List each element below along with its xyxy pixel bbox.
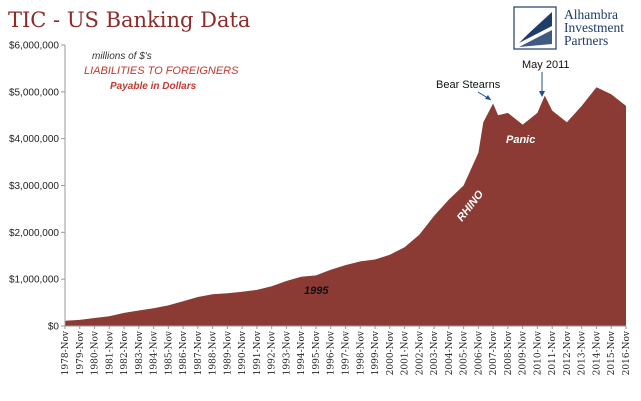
- x-tick-label: 2000-Nov: [386, 330, 396, 375]
- x-tick-label: 1990-Nov: [238, 330, 248, 375]
- x-tick-label: 1991-Nov: [253, 330, 263, 375]
- x-tick-label: 1986-Nov: [179, 330, 189, 375]
- x-tick-label: 2011-Nov: [548, 330, 558, 375]
- x-tick-label: 1980-Nov: [91, 330, 101, 375]
- x-axis: 1978-Nov 1979-Nov 1980-Nov 1981-Nov 1982-Nov…: [61, 326, 632, 375]
- x-tick-label: 1997-Nov: [342, 330, 352, 375]
- x-tick-label: 1996-Nov: [327, 330, 337, 375]
- x-tick-label: 1984-Nov: [150, 330, 160, 375]
- x-tick-label: 1993-Nov: [282, 330, 292, 375]
- x-tick-label: 1989-Nov: [223, 330, 233, 375]
- x-tick-label: 1982-Nov: [120, 330, 130, 375]
- x-tick-label: 2009-Nov: [519, 330, 529, 375]
- panic-label: Panic: [506, 134, 535, 146]
- x-tick-label: 1999-Nov: [371, 330, 381, 375]
- y-axis: $0 $1,000,000 $2,000,000 $3,000,000 $4,000,0…: [9, 41, 65, 333]
- units-note: millions of $'s: [92, 51, 152, 62]
- x-tick-label: 1985-Nov: [164, 330, 174, 375]
- x-tick-label: 1983-Nov: [135, 330, 145, 375]
- chart-title: TIC - US Banking Data: [8, 8, 251, 32]
- x-tick-label: 2005-Nov: [460, 330, 470, 375]
- x-tick-label: 2015-Nov: [607, 330, 617, 375]
- y-tick-label: $5,000,000: [9, 87, 59, 98]
- may-2011-label: May 2011: [522, 59, 570, 71]
- logo-line-3: Partners: [564, 33, 609, 48]
- x-tick-label: 1992-Nov: [268, 330, 278, 375]
- y-tick-label: $0: [48, 322, 60, 333]
- liabilities-heading: LIABILITIES TO FOREIGNERS: [84, 65, 239, 77]
- x-tick-label: 1988-Nov: [209, 330, 219, 375]
- x-tick-label: 2008-Nov: [504, 330, 514, 375]
- year-1995-label: 1995: [304, 285, 329, 297]
- x-tick-label: 1987-Nov: [194, 330, 204, 375]
- y-tick-label: $1,000,000: [9, 275, 59, 286]
- bear-stearns-arrowhead: [485, 95, 491, 100]
- x-tick-label: 2010-Nov: [533, 330, 543, 375]
- x-tick-label: 2002-Nov: [415, 330, 425, 375]
- x-tick-label: 2004-Nov: [445, 330, 455, 375]
- x-tick-label: 2012-Nov: [563, 330, 573, 375]
- y-tick-label: $4,000,000: [9, 134, 59, 145]
- x-tick-label: 2006-Nov: [474, 330, 484, 375]
- x-tick-label: 2016-Nov: [622, 330, 632, 375]
- payable-subheading: Payable in Dollars: [110, 81, 197, 92]
- x-tick-label: 2014-Nov: [593, 330, 603, 375]
- x-tick-label: 1994-Nov: [297, 330, 307, 375]
- y-tick-label: $2,000,000: [9, 228, 59, 239]
- bear-stearns-label: Bear Stearns: [436, 79, 501, 91]
- y-tick-label: $3,000,000: [9, 181, 59, 192]
- x-tick-label: 2001-Nov: [401, 330, 411, 375]
- x-tick-label: 1995-Nov: [312, 330, 322, 375]
- logo-mark: [513, 6, 557, 50]
- y-tick-label: $6,000,000: [9, 41, 59, 52]
- logo-line-1: Alhambra: [564, 7, 618, 22]
- series-area: [65, 87, 626, 326]
- x-tick-label: 2013-Nov: [578, 330, 588, 375]
- x-tick-label: 2007-Nov: [489, 330, 499, 375]
- x-tick-label: 1979-Nov: [76, 330, 86, 375]
- logo-line-2: Investment: [564, 20, 624, 35]
- x-tick-label: 1978-Nov: [61, 330, 71, 375]
- x-tick-label: 1998-Nov: [356, 330, 366, 375]
- may-2011-arrowhead: [539, 91, 545, 97]
- x-tick-label: 1981-Nov: [105, 330, 115, 375]
- x-tick-label: 2003-Nov: [430, 330, 440, 375]
